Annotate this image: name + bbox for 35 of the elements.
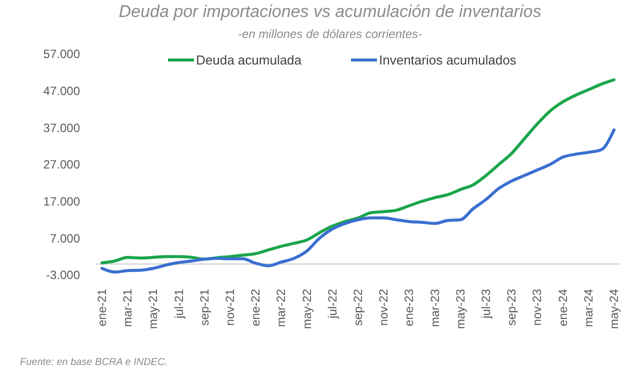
x-tick-label: ene-21 (95, 288, 109, 326)
x-tick-label: mar-23 (428, 288, 442, 328)
x-tick-label: sep-22 (351, 288, 365, 326)
y-tick-label: 17.000 (43, 194, 80, 209)
x-tick-label: sep-23 (504, 288, 519, 326)
legend-label: Inventarios acumulados (379, 52, 517, 68)
x-tick-label: nov-22 (376, 288, 391, 326)
x-tick-label: nov-21 (223, 288, 237, 326)
x-tick-label: ene-23 (402, 288, 416, 326)
x-tick-label: jul-23 (479, 288, 493, 320)
x-tick-label: mar-21 (120, 288, 135, 328)
y-tick-label: -3.000 (46, 268, 80, 282)
x-tick-label: sep-21 (197, 288, 212, 326)
source-note: Fuente: en base BCRA e INDEC. (20, 357, 168, 368)
x-tick-label: may-23 (453, 288, 468, 330)
x-tick-label: may-24 (607, 288, 621, 330)
line-series (100, 78, 616, 264)
y-tick-label: 47.000 (43, 84, 80, 98)
legend-label: Deuda acumulada (196, 52, 302, 68)
x-tick-label: jul-21 (172, 288, 186, 320)
x-tick-label: jul-22 (325, 288, 340, 320)
y-tick-label: 7.000 (50, 231, 80, 246)
x-tick-label: mar-22 (274, 288, 288, 328)
line-series (100, 128, 616, 274)
y-tick-label: 57.000 (43, 47, 80, 62)
x-tick-label: ene-22 (248, 288, 263, 326)
x-tick-label: nov-23 (530, 288, 544, 326)
x-tick-label: ene-24 (556, 288, 570, 326)
x-tick-label: may-22 (300, 288, 314, 330)
x-tick-label: mar-24 (581, 288, 596, 328)
chart-subtitle: -en millones de dólares corrientes- (238, 27, 422, 41)
y-tick-label: 37.000 (43, 120, 80, 135)
y-tick-label: 27.000 (43, 158, 80, 172)
chart-title: Deuda por importaciones vs acumulación de inventarios (118, 2, 542, 21)
x-tick-label: may-21 (146, 288, 160, 330)
